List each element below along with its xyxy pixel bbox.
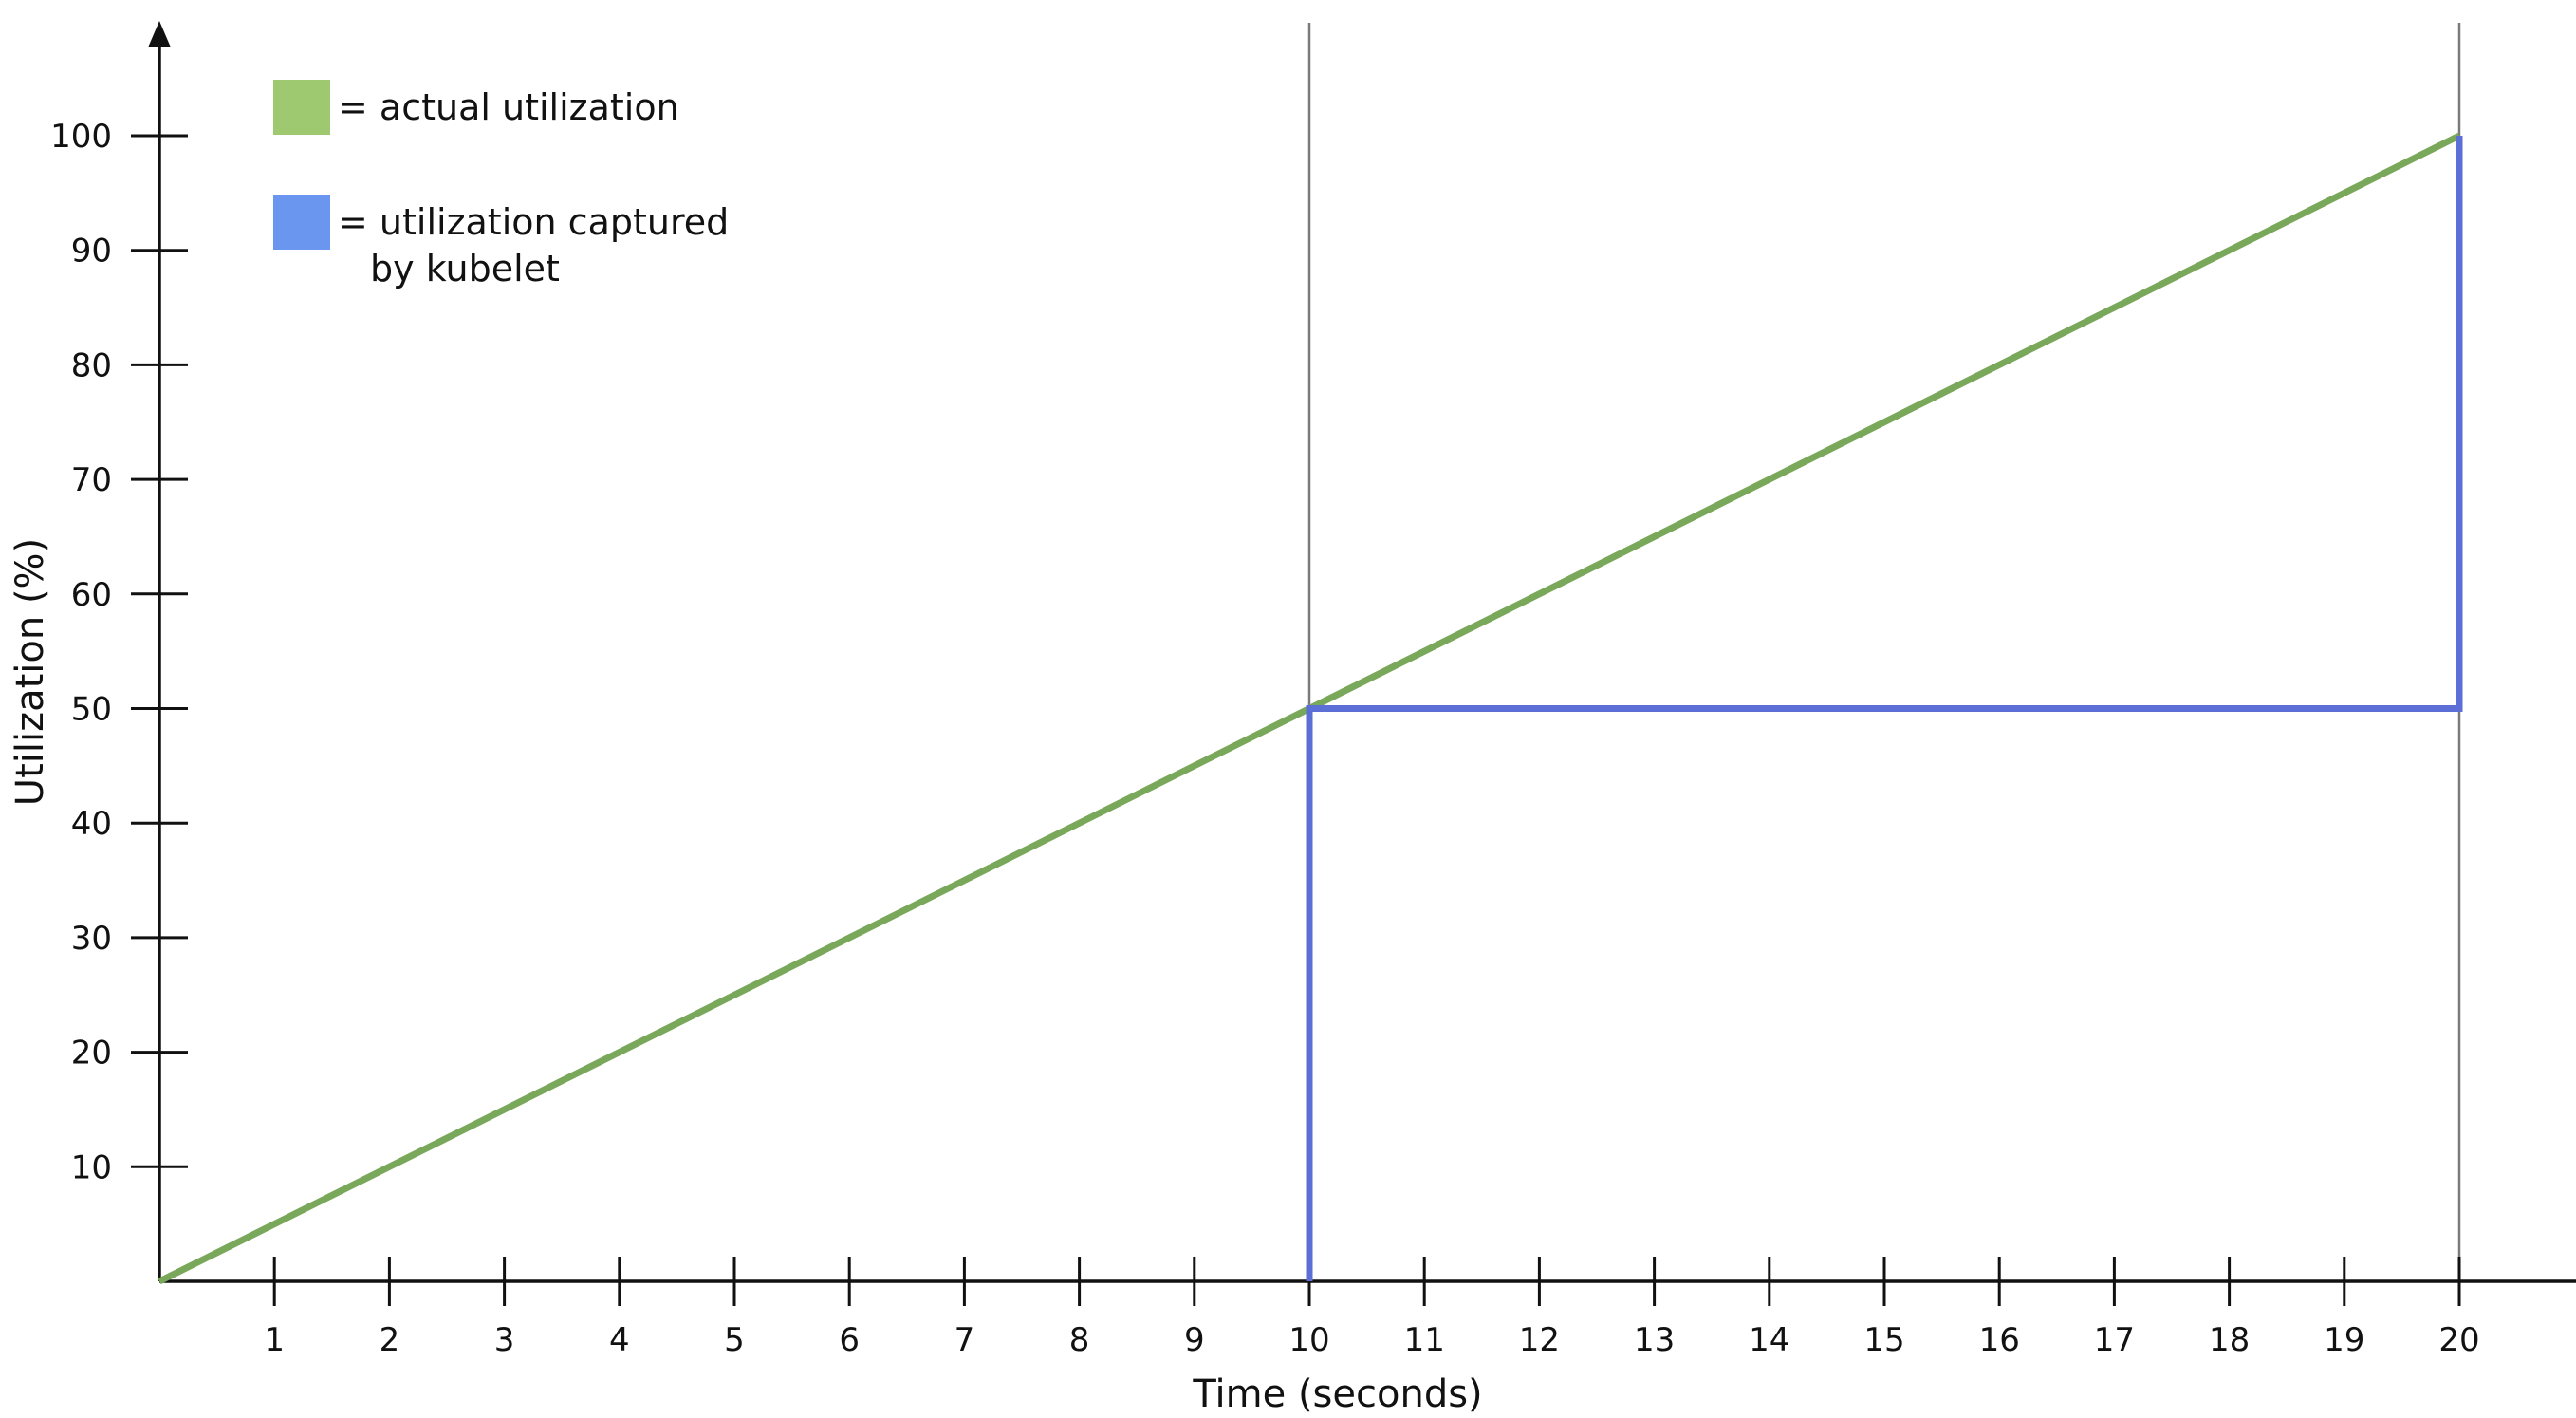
x-tick-label-16: 16 xyxy=(1979,1321,2020,1359)
x-tick-label-14: 14 xyxy=(1749,1321,1789,1359)
x-tick-label-4: 4 xyxy=(609,1321,630,1359)
y-tick-label-90: 90 xyxy=(71,233,112,271)
y-axis-title: Utilization (%) xyxy=(9,538,52,806)
legend: = actual utilization = utilization captu… xyxy=(273,80,729,289)
x-tick-label-3: 3 xyxy=(494,1321,515,1359)
series-line-1 xyxy=(1306,136,2463,1281)
x-tick-label-9: 9 xyxy=(1184,1321,1205,1359)
y-tick-label-40: 40 xyxy=(71,805,112,843)
x-tick-label-6: 6 xyxy=(839,1321,860,1359)
y-tick-label-10: 10 xyxy=(71,1148,112,1186)
y-tick-label-70: 70 xyxy=(71,461,112,499)
y-tick-label-60: 60 xyxy=(71,576,112,614)
y-axis-arrow xyxy=(148,21,171,47)
x-tick-label-19: 19 xyxy=(2324,1321,2364,1359)
y-tick-label-20: 20 xyxy=(71,1035,112,1073)
x-tick-label-18: 18 xyxy=(2209,1321,2250,1359)
x-tick-label-13: 13 xyxy=(1634,1321,1675,1359)
x-tick-label-17: 17 xyxy=(2094,1321,2135,1359)
y-tick-label-50: 50 xyxy=(71,691,112,729)
legend-label-captured-line1: = utilization captured xyxy=(338,201,729,243)
x-tick-label-20: 20 xyxy=(2438,1321,2479,1359)
x-tick-label-5: 5 xyxy=(724,1321,745,1359)
x-tick-label-1: 1 xyxy=(264,1321,285,1359)
x-axis-title: Time (seconds) xyxy=(1192,1372,1482,1416)
series-layer xyxy=(158,132,2463,1285)
legend-label-captured-line2: by kubelet xyxy=(370,248,560,289)
y-tick-label-100: 100 xyxy=(50,118,112,156)
legend-swatch-captured xyxy=(273,195,330,250)
x-tick-label-15: 15 xyxy=(1863,1321,1904,1359)
legend-label-actual: = actual utilization xyxy=(338,86,679,128)
reference-lines xyxy=(1307,23,2461,1281)
x-tick-label-2: 2 xyxy=(380,1321,400,1359)
x-axis-ticks: 1 2 3 4 5 6 7 8 9 10 11 12 13 14 15 16 17 18 19 20 xyxy=(264,1257,2480,1359)
x-tick-label-10: 10 xyxy=(1288,1321,1329,1359)
y-tick-label-80: 80 xyxy=(71,346,112,384)
legend-swatch-actual xyxy=(273,80,330,135)
axes xyxy=(148,21,2576,1283)
x-tick-label-8: 8 xyxy=(1069,1321,1090,1359)
x-tick-label-7: 7 xyxy=(954,1321,975,1359)
x-tick-label-11: 11 xyxy=(1404,1321,1445,1359)
y-axis-ticks: 10 20 30 40 50 60 70 80 90 100 xyxy=(50,118,188,1186)
y-tick-label-30: 30 xyxy=(71,920,112,958)
x-tick-label-12: 12 xyxy=(1519,1321,1560,1359)
